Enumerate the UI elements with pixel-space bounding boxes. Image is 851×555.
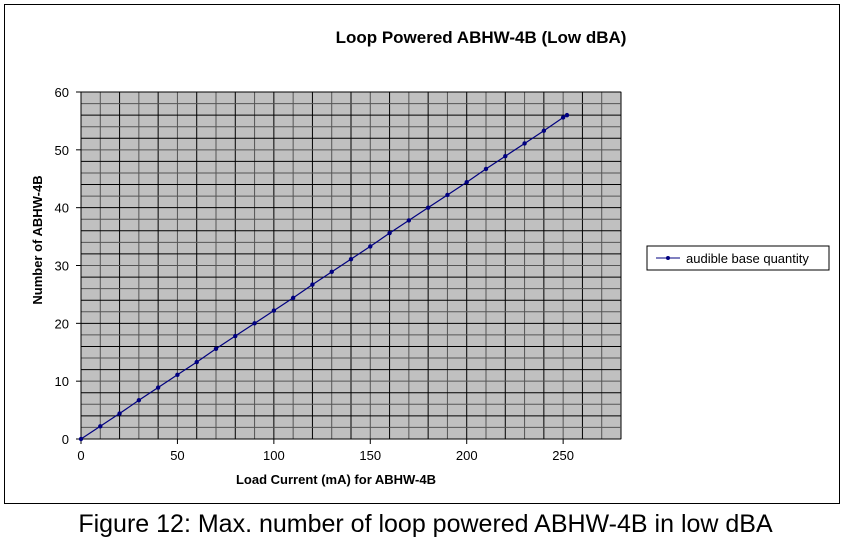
data-point [136,398,142,403]
data-point [252,321,257,326]
data-point [483,166,489,172]
x-tick-label: 50 [170,448,184,463]
data-point [117,411,122,416]
data-point [560,115,566,120]
data-point [175,372,180,378]
y-tick-label: 20 [55,316,69,331]
data-point [310,282,315,287]
data-point [541,128,547,133]
data-point [78,436,84,442]
data-point [233,333,238,339]
data-point [155,385,161,390]
x-tick-label: 200 [456,448,478,463]
legend-marker-icon [666,256,670,260]
y-tick-label: 10 [55,374,69,389]
chart-title: Loop Powered ABHW-4B (Low dBA) [336,28,627,47]
plot-area: 0 50 100 150 200 250 0 10 20 30 40 50 60 [55,85,622,463]
y-axis-label: Number of ABHW-4B [30,175,45,304]
y-tick-label: 40 [55,201,69,216]
chart: Loop Powered ABHW-4B (Low dBA) 0 50 100 150… [30,28,830,487]
x-tick-label: 100 [263,448,285,463]
data-point [329,269,334,275]
data-point [564,112,570,118]
y-tick-label: 60 [55,85,69,100]
data-point [503,153,508,159]
data-point [348,256,354,262]
data-point [522,141,527,146]
x-tick-label: 250 [552,448,574,463]
x-axis-label: Load Current (mA) for ABHW-4B [236,472,436,487]
legend: audible base quantity [646,245,830,271]
data-point [425,205,431,210]
data-point [194,359,199,365]
data-point [98,424,103,429]
data-point [213,346,219,351]
legend-label: audible base quantity [686,251,809,266]
y-tick-label: 30 [55,259,69,274]
y-tick-label: 50 [55,143,69,158]
y-tick-label: 0 [62,432,69,447]
figure-caption: Figure 12: Max. number of loop powered A… [78,510,773,538]
chart-frame [4,4,840,504]
data-point [406,218,412,223]
data-point [271,308,277,313]
data-point [464,180,469,185]
data-point [290,295,296,301]
x-tick-label: 150 [359,448,381,463]
data-point [368,244,373,249]
x-tick-label: 0 [77,448,84,463]
data-point [445,192,450,198]
data-point [387,230,392,236]
